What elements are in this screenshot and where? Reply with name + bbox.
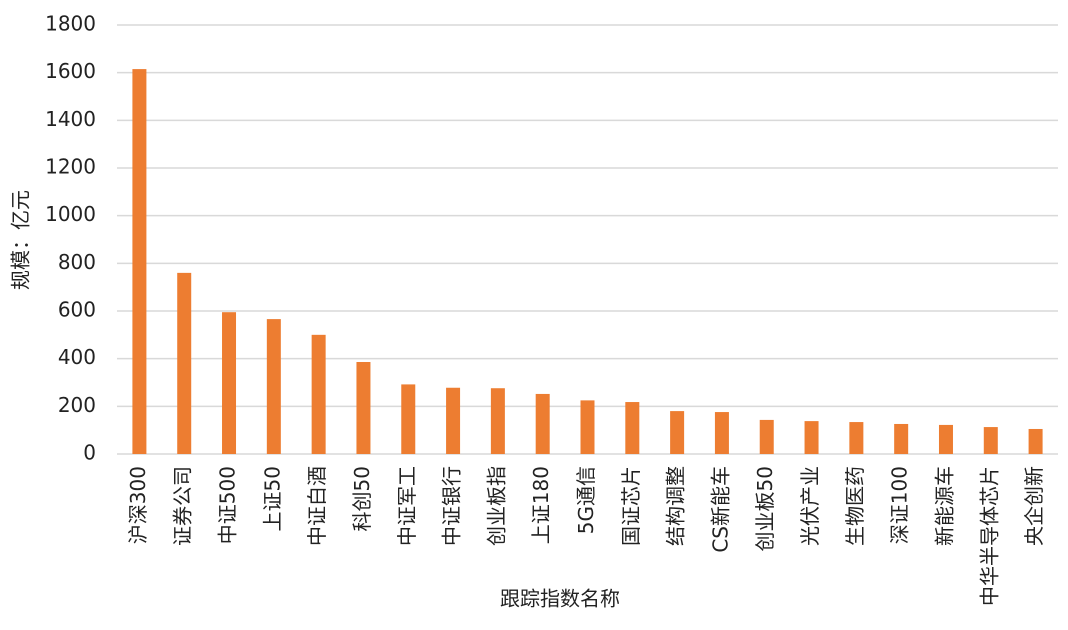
y-tick-label: 600 [58, 298, 96, 322]
y-tick-label: 800 [58, 250, 96, 274]
bar [804, 421, 819, 454]
x-tick-label: 中华半导体芯片 [977, 466, 1001, 606]
bar [983, 427, 998, 454]
y-tick-label: 1000 [45, 202, 96, 226]
x-tick-label: 光伏产业 [798, 466, 822, 546]
bar [625, 402, 640, 454]
bar [894, 423, 909, 454]
bar [356, 362, 371, 454]
bar [177, 272, 192, 454]
x-tick-label: 新能源车 [932, 466, 956, 546]
bar [132, 69, 147, 454]
bar [311, 334, 326, 454]
bar [849, 422, 864, 454]
x-tick-label: 创业板指 [484, 466, 508, 546]
x-tick-label: 中证银行 [440, 466, 464, 546]
bar [401, 384, 416, 454]
y-tick-label: 1400 [45, 107, 96, 131]
bar [938, 424, 953, 454]
x-tick-label: 中证500 [216, 466, 240, 544]
y-axis-title: 规模：亿元 [9, 190, 33, 290]
x-tick-label: 科创50 [350, 466, 374, 531]
y-tick-label: 0 [83, 441, 96, 465]
x-tick-label: 国证芯片 [619, 466, 643, 546]
x-axis-title: 跟踪指数名称 [500, 587, 620, 611]
x-tick-label: CS新能车 [708, 466, 732, 553]
x-tick-label: 5G通信 [574, 466, 598, 534]
bar [580, 400, 595, 454]
y-tick-label: 400 [58, 345, 96, 369]
x-tick-label: 央企创新 [1022, 466, 1046, 546]
x-tick-label: 结构调整 [664, 466, 688, 546]
bar [759, 419, 774, 454]
y-tick-label: 1200 [45, 155, 96, 179]
x-tick-label: 证券公司 [171, 466, 195, 546]
x-tick-label: 中证军工 [395, 466, 419, 546]
x-tick-label: 深证100 [888, 466, 912, 544]
x-tick-label: 上证50 [260, 466, 284, 531]
bar [670, 411, 685, 454]
y-tick-label: 200 [58, 393, 96, 417]
bar [1028, 428, 1043, 454]
bar [266, 319, 281, 454]
bar [490, 388, 505, 454]
x-tick-label: 创业板50 [753, 466, 777, 551]
x-tick-label: 上证180 [529, 466, 553, 544]
y-tick-label: 1800 [45, 12, 96, 36]
bar [446, 387, 461, 454]
bar [222, 312, 237, 454]
bar [714, 412, 729, 454]
x-tick-label: 沪深300 [126, 466, 150, 544]
y-tick-label: 1600 [45, 59, 96, 83]
bar [535, 393, 550, 454]
x-tick-label: 生物医药 [843, 466, 867, 546]
x-tick-label: 中证白酒 [305, 466, 329, 546]
